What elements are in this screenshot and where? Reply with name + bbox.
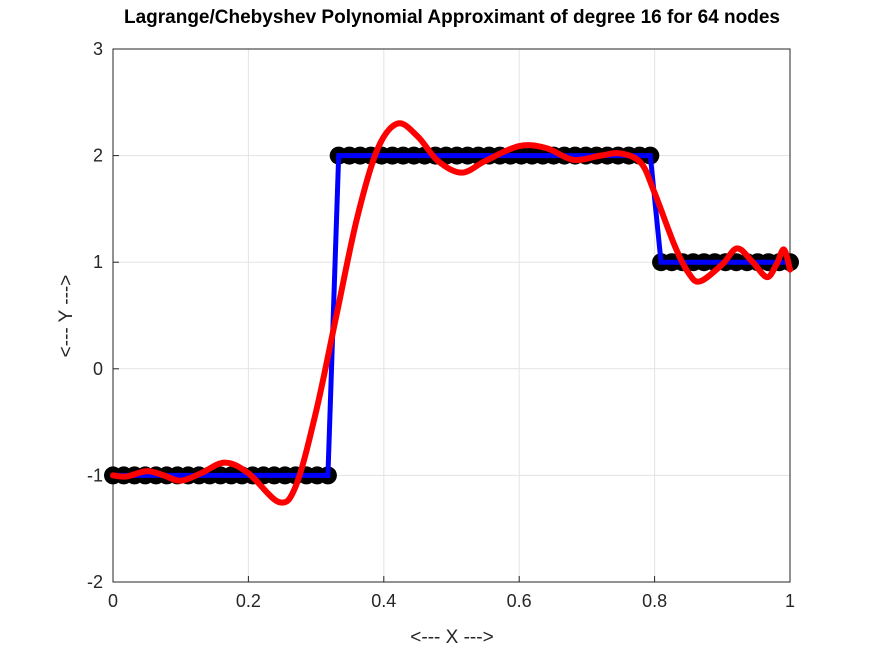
y-tick-label: 0 bbox=[93, 359, 103, 379]
axes-box bbox=[112, 48, 791, 583]
x-tick-label: 1 bbox=[785, 591, 795, 611]
y-tick-label: -1 bbox=[87, 465, 103, 485]
ticks: 0 0.2 0.4 0.6 0.8 1 -2 -1 0 1 2 3 bbox=[87, 39, 795, 611]
y-axis-label: <--- Y ---> bbox=[56, 275, 77, 358]
x-tick-label: 0.4 bbox=[371, 591, 396, 611]
x-tick-label: 0 bbox=[108, 591, 118, 611]
y-tick-label: -2 bbox=[87, 572, 103, 592]
approximant-curve bbox=[110, 120, 793, 506]
x-tick-label: 0.6 bbox=[507, 591, 532, 611]
x-axis-label: <--- X ---> bbox=[410, 627, 493, 648]
x-tick-label: 0.8 bbox=[642, 591, 667, 611]
y-tick-label: 3 bbox=[93, 39, 103, 59]
node-markers bbox=[104, 146, 799, 485]
interpolated-step-line bbox=[113, 153, 790, 478]
chart-title: Lagrange/Chebyshev Polynomial Approximan… bbox=[124, 7, 780, 28]
y-tick-label: 2 bbox=[93, 146, 103, 166]
y-tick-label: 1 bbox=[93, 252, 103, 272]
x-tick-label: 0.2 bbox=[236, 591, 261, 611]
grid bbox=[112, 48, 791, 583]
